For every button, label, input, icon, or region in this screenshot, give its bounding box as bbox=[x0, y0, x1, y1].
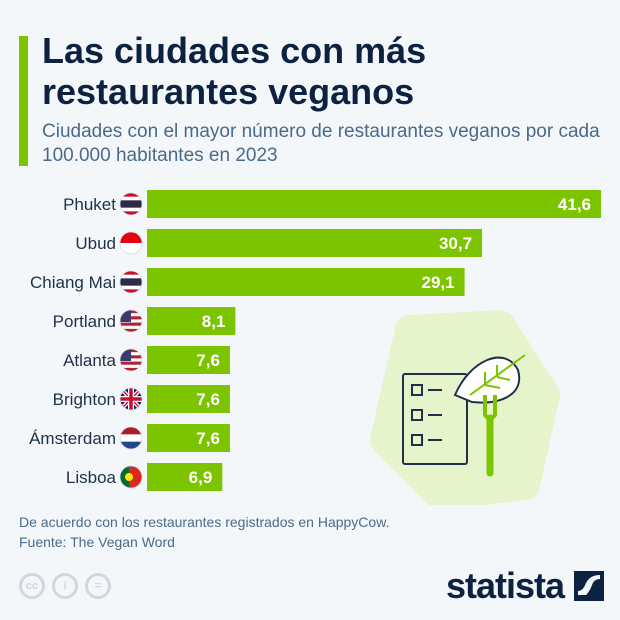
bar-row-chiang-mai: Chiang Mai 29,1 bbox=[30, 268, 465, 296]
bar-row-portland: Portland 8,1 bbox=[53, 307, 236, 335]
bar-row-brighton: Brighton 7,6 bbox=[53, 385, 230, 413]
bar bbox=[147, 346, 230, 374]
value-label: 29,1 bbox=[421, 273, 454, 292]
bar-row-atlanta: Atlanta 7,6 bbox=[63, 346, 230, 374]
accent-bar bbox=[19, 36, 28, 166]
source-text: Fuente: The Vegan Word bbox=[19, 534, 175, 550]
category-label: Chiang Mai bbox=[30, 273, 116, 292]
value-label: 7,6 bbox=[196, 429, 220, 448]
bar bbox=[147, 424, 230, 452]
chart-subtitle: Ciudades con el mayor número de restaura… bbox=[42, 121, 600, 166]
bar bbox=[147, 190, 601, 218]
bar-row-lisboa: Lisboa 6,9 bbox=[66, 463, 223, 491]
brand-name: statista bbox=[446, 565, 565, 606]
flag-netherlands-icon bbox=[119, 426, 143, 450]
category-label: Brighton bbox=[53, 390, 116, 409]
footnote: De acuerdo con los restaurantes registra… bbox=[19, 512, 389, 552]
bar bbox=[147, 229, 483, 257]
bar bbox=[147, 307, 236, 335]
statista-mark-icon bbox=[574, 571, 605, 601]
value-label: 41,6 bbox=[558, 195, 591, 214]
category-label: Phuket bbox=[63, 195, 116, 214]
category-label: Lisboa bbox=[66, 468, 117, 487]
value-label: 7,6 bbox=[196, 351, 220, 370]
creative-commons-icon[interactable]: cc bbox=[19, 573, 45, 599]
license-icons[interactable]: cc i = bbox=[19, 573, 111, 599]
bar bbox=[147, 463, 223, 491]
flag-indonesia-icon bbox=[119, 231, 143, 255]
flag-usa-icon bbox=[119, 309, 143, 333]
category-label: Ubud bbox=[75, 234, 116, 253]
value-label: 30,7 bbox=[439, 234, 472, 253]
flag-portugal-icon bbox=[119, 465, 143, 489]
bar-row-ubud: Ubud 30,7 bbox=[75, 229, 483, 257]
value-label: 7,6 bbox=[196, 390, 220, 409]
value-label: 8,1 bbox=[202, 312, 226, 331]
no-derivatives-icon[interactable]: = bbox=[85, 573, 111, 599]
attribution-icon[interactable]: i bbox=[52, 573, 78, 599]
category-label: Atlanta bbox=[63, 351, 116, 370]
flag-thailand-icon bbox=[119, 192, 143, 216]
flag-uk-icon bbox=[119, 387, 143, 411]
flag-usa-icon bbox=[119, 348, 143, 372]
bar bbox=[147, 385, 230, 413]
bar-chart: Phuket 41,6 Ubud 30,7 Chiang Mai 29,1 Portland… bbox=[29, 190, 601, 505]
category-label: Ámsterdam bbox=[29, 429, 116, 448]
note-text: De acuerdo con los restaurantes registra… bbox=[19, 514, 390, 530]
bar bbox=[147, 268, 465, 296]
vegan-menu-illustration-icon bbox=[370, 310, 560, 505]
value-label: 6,9 bbox=[189, 468, 213, 487]
chart-title: Las ciudades con más restaurantes vegano… bbox=[42, 30, 427, 112]
bar-row-ámsterdam: Ámsterdam 7,6 bbox=[29, 424, 230, 452]
bar-row-phuket: Phuket 41,6 bbox=[63, 190, 601, 218]
statista-logo[interactable]: statista bbox=[446, 565, 605, 607]
category-label: Portland bbox=[53, 312, 116, 331]
flag-thailand-icon bbox=[119, 270, 143, 294]
